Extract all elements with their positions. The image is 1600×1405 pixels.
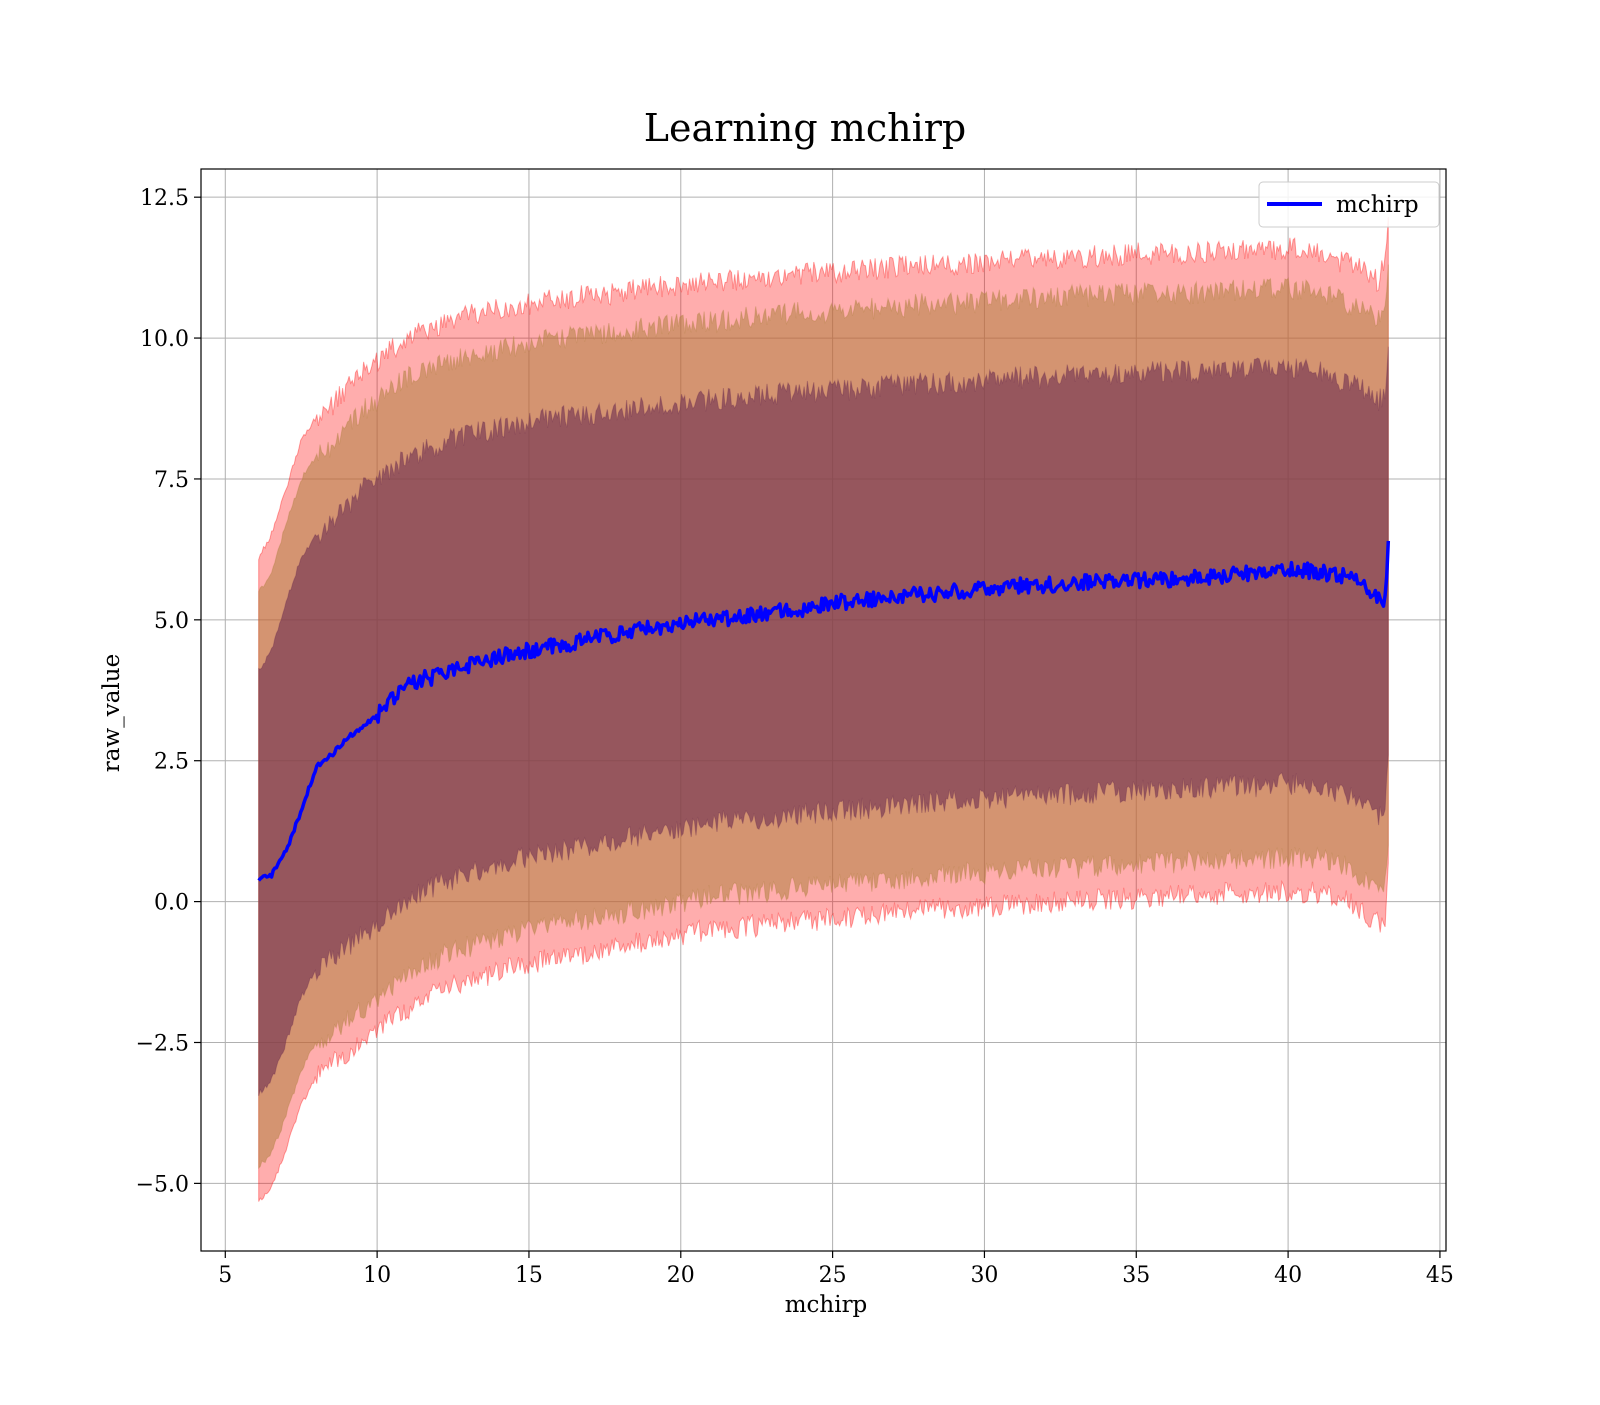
- legend-box: [1258, 181, 1440, 228]
- x-tick-label-5: 30: [970, 1263, 998, 1288]
- x-tick-label-1: 10: [363, 1263, 391, 1288]
- y-axis-label: raw_value: [99, 654, 125, 772]
- legend: mchirp: [1258, 181, 1440, 228]
- x-tick-label-3: 20: [667, 1263, 695, 1288]
- x-tick-label-2: 15: [515, 1263, 543, 1288]
- y-tick-label-0: −5.0: [136, 1172, 189, 1197]
- x-tick-label-7: 40: [1274, 1263, 1302, 1288]
- series-line-mchirp: [257, 540, 1391, 882]
- y-tick-label-7: 12.5: [140, 186, 189, 211]
- plot-area: 5 10 15 20 25 30 35 40 45 −5.0 −2.5 0.0 2.5 5.0 7.5 10.…: [136, 168, 1454, 1288]
- x-tick-label-6: 35: [1122, 1263, 1150, 1288]
- x-axis-label: mchirp: [785, 1292, 868, 1318]
- y-tick-label-1: −2.5: [136, 1031, 189, 1056]
- y-tick-label-5: 7.5: [154, 468, 189, 493]
- legend-label-mchirp: mchirp: [1336, 192, 1419, 218]
- y-tick-label-6: 10.0: [140, 327, 189, 352]
- y-tick-label-4: 5.0: [154, 609, 189, 634]
- axes-frame: [200, 168, 1447, 1252]
- confidence-band-3: [258, 346, 1389, 1097]
- chart-title: Learning mchirp: [644, 106, 966, 150]
- x-tick-label-0: 5: [218, 1263, 232, 1288]
- y-tick-label-2: 0.0: [154, 891, 189, 916]
- x-tick-label-4: 25: [819, 1263, 847, 1288]
- y-tick-label-3: 2.5: [154, 750, 189, 775]
- x-tick-label-8: 45: [1426, 1263, 1454, 1288]
